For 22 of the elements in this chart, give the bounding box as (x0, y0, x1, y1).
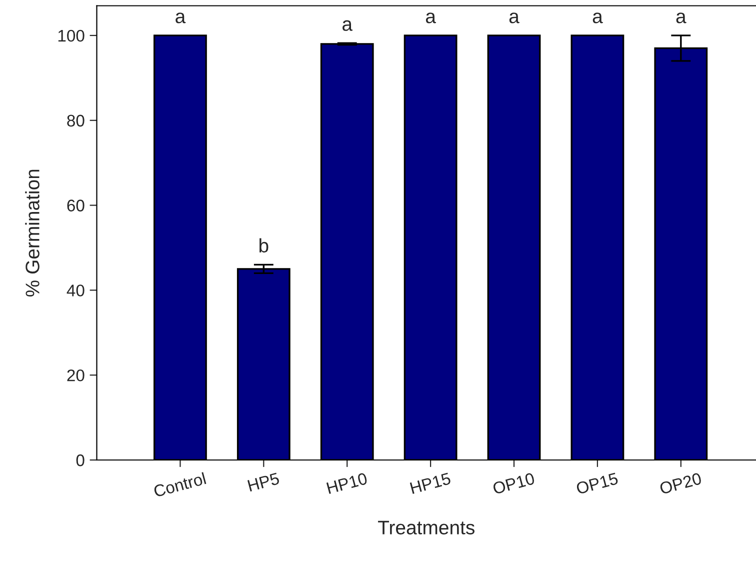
annotation: a (676, 12, 686, 24)
y-tick-label: 0 (76, 454, 84, 466)
annotation: a (592, 12, 603, 24)
annotation: b (260, 238, 268, 253)
x-tick-label: HP5 (247, 472, 280, 492)
y-tick-label: 60 (67, 200, 84, 212)
y-tick-label: 20 (67, 369, 84, 382)
annotation: a (176, 12, 186, 24)
annotation: a (342, 20, 353, 31)
x-tick-label: OP10 (492, 472, 536, 494)
x-tick-label: Control (153, 472, 206, 498)
annotation: a (509, 12, 520, 24)
y-tick-label: 80 (67, 114, 84, 127)
y-tick-label: 40 (66, 284, 84, 296)
x-tick-label: OP15 (576, 472, 619, 494)
y-tick-label: 100 (58, 30, 84, 42)
x-axis-title: Treatments (378, 520, 474, 534)
y-axis-title: % Germination (25, 170, 40, 296)
x-tick-label: HP10 (326, 472, 368, 494)
annotation: a (426, 12, 436, 24)
x-tick-label: OP20 (659, 472, 702, 494)
x-tick-label: HP15 (410, 472, 452, 494)
